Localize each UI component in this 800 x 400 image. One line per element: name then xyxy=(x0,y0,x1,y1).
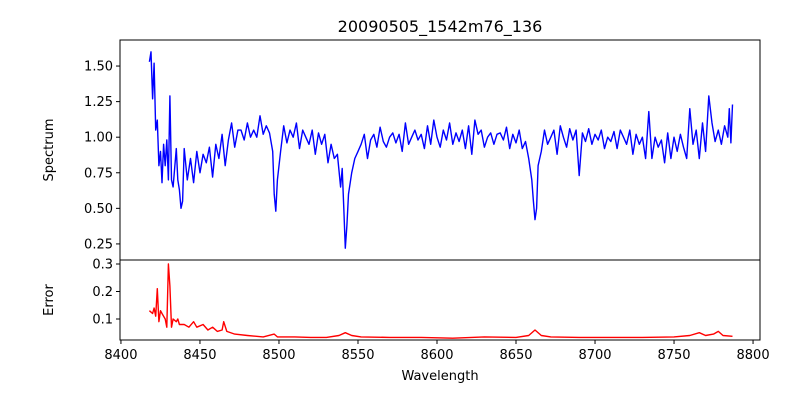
y-axis-label-error: Error xyxy=(42,284,57,316)
x-tick-label: 8750 xyxy=(657,348,690,363)
x-tick-label: 8800 xyxy=(737,348,770,363)
spectrum-y-tick-label: 0.50 xyxy=(84,202,113,217)
error-y-tick-label: 0.3 xyxy=(92,257,113,272)
spectrum-y-tick-label: 0.75 xyxy=(84,166,113,181)
x-tick-label: 8500 xyxy=(262,348,295,363)
error-series-line xyxy=(148,263,733,339)
x-tick-label: 8550 xyxy=(341,348,374,363)
x-tick-label: 8600 xyxy=(420,348,453,363)
spectrum-y-tick-label: 0.25 xyxy=(84,237,113,252)
x-tick-label: 8450 xyxy=(183,348,216,363)
x-axis-label: Wavelength xyxy=(401,369,478,384)
spectrum-y-tick-label: 1.50 xyxy=(84,60,113,75)
y-axis-label-spectrum: Spectrum xyxy=(42,119,57,182)
x-tick-label: 8700 xyxy=(578,348,611,363)
spectrum-y-tick-label: 1.25 xyxy=(84,95,113,110)
x-tick-label: 8650 xyxy=(499,348,532,363)
error-axes-frame xyxy=(119,259,761,341)
error-panel: 0.1 0.2 0.3 8400 8450 8500 8550 8600 8650 8700 875… xyxy=(92,257,769,363)
error-y-tick-label: 0.1 xyxy=(92,312,113,327)
error-y-tick-label: 0.2 xyxy=(92,285,113,300)
x-tick-label: 8400 xyxy=(104,348,137,363)
spectrum-series-line xyxy=(148,51,734,249)
chart-title: 20090505_1542m76_136 xyxy=(338,17,543,37)
spectrum-y-tick-label: 1.00 xyxy=(84,131,113,146)
